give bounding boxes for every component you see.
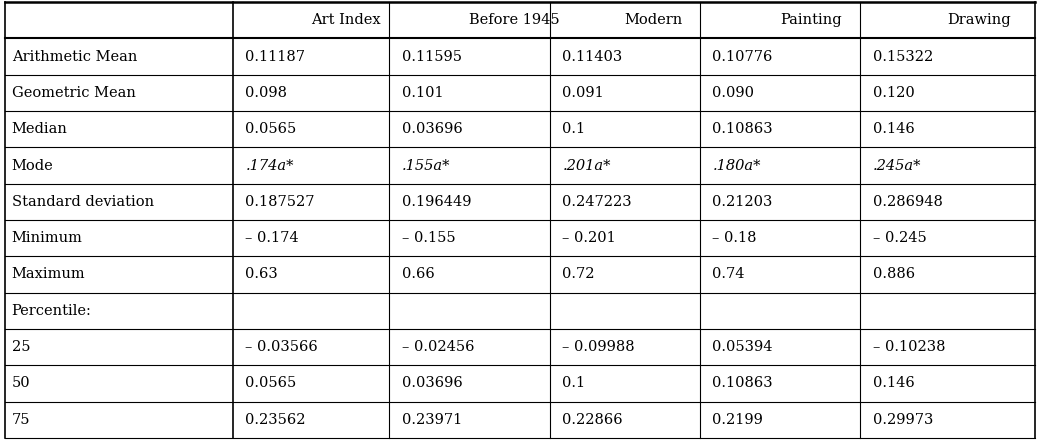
Text: Art Index: Art Index <box>311 13 381 27</box>
Text: Median: Median <box>12 122 68 136</box>
Text: 0.11595: 0.11595 <box>402 50 462 64</box>
Text: .245a*: .245a* <box>873 158 922 172</box>
Text: 0.247223: 0.247223 <box>562 195 632 209</box>
Text: 0.196449: 0.196449 <box>402 195 471 209</box>
Text: 0.74: 0.74 <box>712 268 745 282</box>
Text: Painting: Painting <box>780 13 841 27</box>
Text: 0.1: 0.1 <box>562 376 586 390</box>
Text: 0.29973: 0.29973 <box>873 413 933 427</box>
Text: 0.091: 0.091 <box>562 86 604 100</box>
Text: – 0.245: – 0.245 <box>873 231 927 245</box>
Text: 0.21203: 0.21203 <box>712 195 773 209</box>
Text: 0.10863: 0.10863 <box>712 122 773 136</box>
Text: 0.11187: 0.11187 <box>245 50 305 64</box>
Text: 25: 25 <box>12 340 31 354</box>
Text: 0.22866: 0.22866 <box>562 413 623 427</box>
Text: – 0.201: – 0.201 <box>562 231 616 245</box>
Text: – 0.174: – 0.174 <box>245 231 299 245</box>
Text: 0.146: 0.146 <box>873 122 914 136</box>
Text: 0.66: 0.66 <box>402 268 434 282</box>
Text: Maximum: Maximum <box>12 268 86 282</box>
Text: .180a*: .180a* <box>712 158 761 172</box>
Text: Percentile:: Percentile: <box>12 304 92 318</box>
Text: 75: 75 <box>12 413 31 427</box>
Text: – 0.155: – 0.155 <box>402 231 456 245</box>
Text: 0.23562: 0.23562 <box>245 413 305 427</box>
Text: 0.05394: 0.05394 <box>712 340 773 354</box>
Text: 0.0565: 0.0565 <box>245 122 296 136</box>
Text: 0.23971: 0.23971 <box>402 413 462 427</box>
Text: – 0.10238: – 0.10238 <box>873 340 946 354</box>
Text: .201a*: .201a* <box>562 158 611 172</box>
Text: 0.03696: 0.03696 <box>402 122 462 136</box>
Text: 0.1: 0.1 <box>562 122 586 136</box>
Text: 0.72: 0.72 <box>562 268 595 282</box>
Text: – 0.18: – 0.18 <box>712 231 757 245</box>
Text: 0.187527: 0.187527 <box>245 195 315 209</box>
Text: 0.63: 0.63 <box>245 268 278 282</box>
Text: 0.03696: 0.03696 <box>402 376 462 390</box>
Text: 0.2199: 0.2199 <box>712 413 763 427</box>
Text: – 0.02456: – 0.02456 <box>402 340 475 354</box>
Text: Arithmetic Mean: Arithmetic Mean <box>12 50 137 64</box>
Text: Standard deviation: Standard deviation <box>12 195 153 209</box>
Text: 0.0565: 0.0565 <box>245 376 296 390</box>
Text: – 0.09988: – 0.09988 <box>562 340 635 354</box>
Text: 50: 50 <box>12 376 31 390</box>
Text: 0.120: 0.120 <box>873 86 914 100</box>
Text: 0.15322: 0.15322 <box>873 50 933 64</box>
Text: Modern: Modern <box>625 13 683 27</box>
Text: .174a*: .174a* <box>245 158 294 172</box>
Text: 0.10863: 0.10863 <box>712 376 773 390</box>
Text: Minimum: Minimum <box>12 231 82 245</box>
Text: 0.101: 0.101 <box>402 86 443 100</box>
Text: 0.886: 0.886 <box>873 268 915 282</box>
Text: .155a*: .155a* <box>402 158 450 172</box>
Text: Geometric Mean: Geometric Mean <box>12 86 135 100</box>
Text: 0.10776: 0.10776 <box>712 50 773 64</box>
Text: Before 1945: Before 1945 <box>469 13 560 27</box>
Text: 0.098: 0.098 <box>245 86 288 100</box>
Text: Mode: Mode <box>12 158 53 172</box>
Text: 0.286948: 0.286948 <box>873 195 943 209</box>
Text: 0.090: 0.090 <box>712 86 755 100</box>
Text: – 0.03566: – 0.03566 <box>245 340 318 354</box>
Text: Drawing: Drawing <box>948 13 1012 27</box>
Text: 0.146: 0.146 <box>873 376 914 390</box>
Text: 0.11403: 0.11403 <box>562 50 623 64</box>
